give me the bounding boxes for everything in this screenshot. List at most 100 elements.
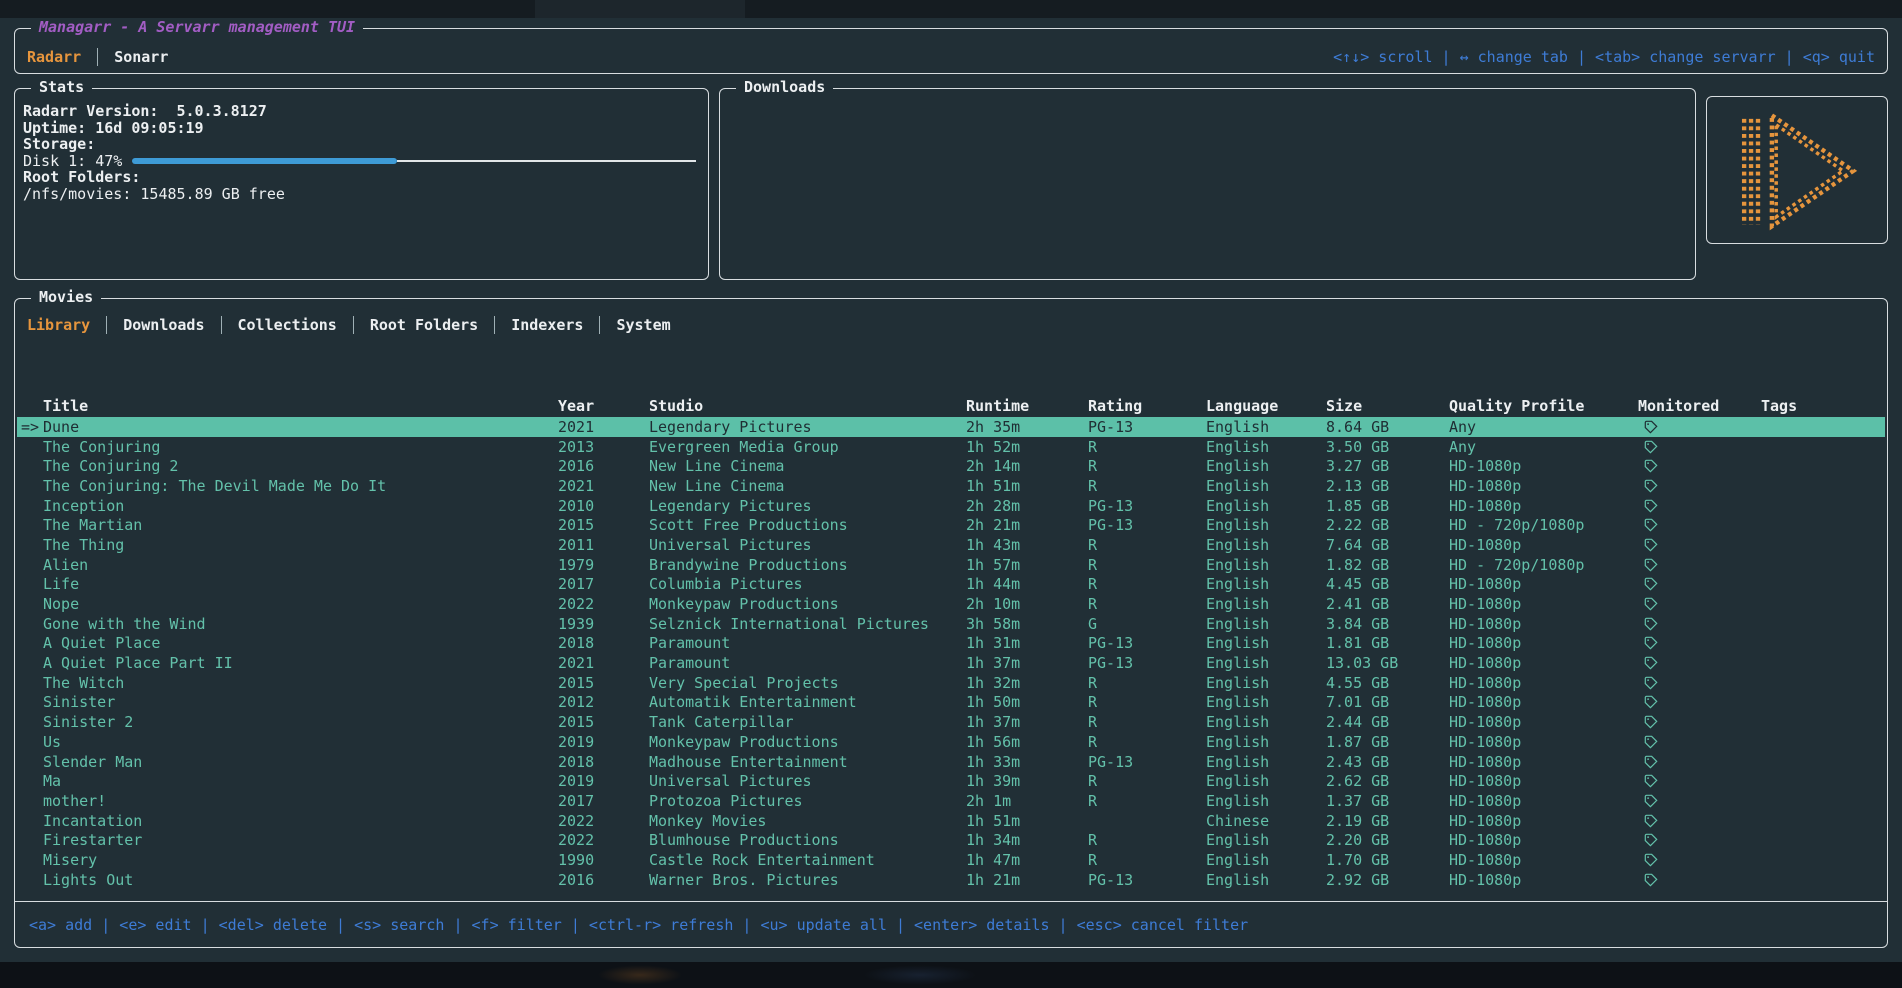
movie-title: Firestarter (43, 831, 143, 850)
movie-year: 1979 (558, 555, 595, 574)
servarr-tab[interactable]: Sonarr (97, 48, 168, 66)
movie-title: The Martian (43, 516, 143, 535)
movie-row[interactable]: Alien 1979 Brandywine Productions 1h 57m… (17, 555, 1885, 575)
movie-title: Us (43, 732, 62, 751)
movie-row[interactable]: The Witch 2015 Very Special Projects 1h … (17, 673, 1885, 693)
movies-tab[interactable]: Indexers (494, 316, 583, 334)
movie-year: 2015 (558, 673, 595, 692)
monitored-tag-icon (1638, 817, 1761, 901)
movie-row[interactable]: Us 2019 Monkeypaw Productions 1h 56m R E… (17, 732, 1885, 752)
movie-year: 2015 (558, 713, 595, 732)
movie-rating: R (1088, 535, 1098, 554)
root-folders-line: Root Folders: (23, 169, 698, 186)
selection-marker: => (21, 417, 40, 436)
movie-size: 4.55 GB (1326, 673, 1390, 692)
root-folders-label: Root Folders: (23, 168, 141, 187)
movie-title: The Thing (43, 535, 125, 554)
movie-rating: R (1088, 831, 1098, 850)
disk-line: Disk 1: 47% (23, 153, 698, 170)
column-header[interactable]: Runtime (966, 397, 1030, 415)
column-header[interactable]: Size (1326, 397, 1363, 415)
column-header[interactable]: Monitored (1638, 397, 1720, 415)
movie-year: 2017 (558, 791, 595, 810)
movie-studio: Madhouse Entertainment (649, 752, 848, 771)
storage-label: Storage: (23, 135, 96, 154)
movie-rating: R (1088, 713, 1098, 732)
monitored-tag-icon (1638, 778, 1761, 864)
movie-runtime: 1h 57m (966, 555, 1021, 574)
movie-row[interactable]: The Conjuring 2013 Evergreen Media Group… (17, 437, 1885, 457)
movie-row[interactable]: A Quiet Place 2018 Paramount 1h 31m PG-1… (17, 634, 1885, 654)
movie-row[interactable]: Sinister 2012 Automatik Entertainment 1h… (17, 693, 1885, 713)
movies-tab[interactable]: Downloads (106, 316, 205, 334)
movie-title: Life (43, 575, 80, 594)
movie-row[interactable]: The Conjuring: The Devil Made Me Do It 2… (17, 476, 1885, 496)
movie-row[interactable]: Life 2017 Columbia Pictures 1h 44m R Eng… (17, 575, 1885, 595)
movies-tab[interactable]: Collections (220, 316, 337, 334)
managarr-play-logo-icon (1741, 111, 1858, 231)
movie-runtime: 2h 10m (966, 595, 1021, 614)
movie-runtime: 1h 31m (966, 634, 1021, 653)
movie-year: 2018 (558, 634, 595, 653)
monitored-tag-icon (1638, 758, 1761, 844)
movie-row[interactable]: A Quiet Place Part II 2021 Paramount 1h … (17, 653, 1885, 673)
column-header[interactable]: Language (1206, 397, 1279, 415)
movie-row[interactable]: Ma 2019 Universal Pictures 1h 39m R Engl… (17, 771, 1885, 791)
movie-row[interactable]: mother! 2017 Protozoa Pictures 2h 1m R E… (17, 791, 1885, 811)
monitored-tag-icon (1638, 443, 1761, 529)
movie-quality-profile: HD-1080p (1449, 654, 1522, 673)
movie-row[interactable]: Gone with the Wind 1939 Selznick Interna… (17, 614, 1885, 634)
monitored-tag-icon (1638, 640, 1761, 726)
monitored-tag-icon (1638, 600, 1761, 686)
movie-title: Sinister 2 (43, 713, 134, 732)
movie-year: 2021 (558, 417, 595, 436)
movie-quality-profile: HD-1080p (1449, 831, 1522, 850)
movie-row[interactable]: The Thing 2011 Universal Pictures 1h 43m… (17, 535, 1885, 555)
movie-row[interactable]: Lights Out 2016 Warner Bros. Pictures 1h… (17, 870, 1885, 890)
column-header[interactable]: Quality Profile (1449, 397, 1585, 415)
movie-row[interactable]: Inception 2010 Legendary Pictures 2h 28m… (17, 496, 1885, 516)
movie-row[interactable]: Sinister 2 2015 Tank Caterpillar 1h 37m … (17, 712, 1885, 732)
movie-runtime: 1h 47m (966, 850, 1021, 869)
movies-tab[interactable]: Library (27, 316, 91, 334)
movies-tab[interactable]: Root Folders (352, 316, 478, 334)
movie-row[interactable]: Nope 2022 Monkeypaw Productions 2h 10m R… (17, 594, 1885, 614)
movie-runtime: 1h 56m (966, 732, 1021, 751)
movie-year: 2022 (558, 595, 595, 614)
servarr-tab[interactable]: Radarr (27, 48, 82, 66)
movie-title: The Witch (43, 673, 125, 692)
movie-size: 2.92 GB (1326, 870, 1390, 889)
movie-row[interactable]: The Conjuring 2 2016 New Line Cinema 2h … (17, 456, 1885, 476)
movie-runtime: 1h 43m (966, 535, 1021, 554)
column-header[interactable]: Year (558, 397, 595, 415)
movie-row[interactable]: Misery 1990 Castle Rock Entertainment 1h… (17, 850, 1885, 870)
movie-runtime: 1h 50m (966, 693, 1021, 712)
movie-runtime: 1h 44m (966, 575, 1021, 594)
column-header[interactable]: Tags (1761, 397, 1798, 415)
movie-studio: Evergreen Media Group (649, 437, 839, 456)
movie-runtime: 2h 1m (966, 791, 1012, 810)
app-title: Managarr - A Servarr management TUI (31, 18, 364, 36)
disk-usage-bar (132, 158, 696, 165)
movie-language: English (1206, 555, 1270, 574)
movie-row[interactable]: Incantation 2022 Monkey Movies 1h 51m Ch… (17, 811, 1885, 831)
movie-title: Dune (43, 417, 80, 436)
movie-language: English (1206, 614, 1270, 633)
downloads-panel-title: Downloads (736, 78, 834, 96)
movie-quality-profile: HD-1080p (1449, 693, 1522, 712)
movie-language: English (1206, 791, 1270, 810)
column-header[interactable]: Studio (649, 397, 704, 415)
movie-row[interactable]: The Martian 2015 Scott Free Productions … (17, 515, 1885, 535)
movie-rating: G (1088, 614, 1098, 633)
movie-row[interactable]: Firestarter 2022 Blumhouse Productions 1… (17, 830, 1885, 850)
movies-tab[interactable]: System (599, 316, 671, 334)
column-header[interactable]: Title (43, 397, 89, 415)
movie-row[interactable]: Slender Man 2018 Madhouse Entertainment … (17, 752, 1885, 772)
column-header[interactable]: Rating (1088, 397, 1143, 415)
movie-rating: R (1088, 791, 1098, 810)
movie-size: 2.13 GB (1326, 476, 1390, 495)
movie-runtime: 1h 34m (966, 831, 1021, 850)
movie-row[interactable]: => Dune 2021 Legendary Pictures 2h 35m P… (17, 417, 1885, 437)
movie-rating: R (1088, 673, 1098, 692)
movie-quality-profile: HD-1080p (1449, 535, 1522, 554)
